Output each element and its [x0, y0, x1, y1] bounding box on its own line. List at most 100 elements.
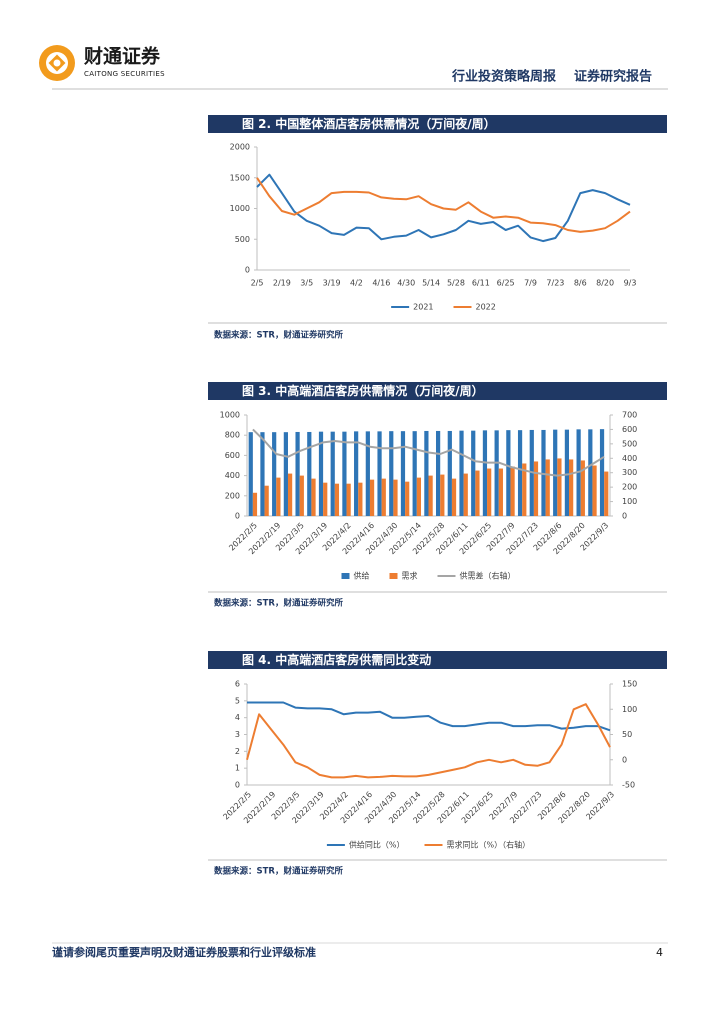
bar — [599, 429, 605, 516]
series-line — [246, 703, 611, 779]
company-name-en: CAITONG SECURITIES — [84, 70, 165, 78]
y2-tick-label: 700 — [622, 411, 637, 420]
bar — [522, 463, 527, 516]
bar — [365, 431, 370, 516]
bar — [471, 430, 476, 516]
figure-title: 图 2. 中国整体酒店客房供需情况（万间夜/周） — [242, 116, 496, 131]
bar — [400, 431, 406, 516]
bar — [295, 431, 300, 516]
bar — [260, 432, 265, 516]
bar — [416, 477, 422, 516]
y-tick-label: 4 — [235, 713, 240, 722]
y2-tick-label: 100 — [622, 497, 637, 506]
bar — [334, 483, 340, 516]
report-kind: 证券研究报告 — [574, 69, 652, 85]
y2-tick-label: 500 — [622, 439, 637, 448]
y2-tick-label: 0 — [622, 512, 627, 521]
y-tick-label: 5 — [235, 696, 240, 705]
bar — [412, 431, 417, 516]
bar — [393, 479, 398, 516]
figure-source: 数据来源：STR，财通证券研究所 — [214, 866, 343, 877]
figure-source: 数据来源：STR，财通证券研究所 — [214, 598, 343, 609]
x-tick-label: 3/5 — [300, 279, 313, 288]
company-name: 财通证券 — [84, 45, 161, 68]
bar — [510, 466, 515, 516]
x-tick-label: 4/16 — [372, 279, 390, 288]
y2-tick-label: 0 — [622, 755, 627, 764]
bar — [311, 478, 316, 516]
bar — [283, 432, 288, 516]
x-tick-label: 8/6 — [574, 279, 587, 288]
bar — [342, 431, 347, 516]
y2-tick-label: -50 — [622, 781, 635, 790]
figure-title: 图 3. 中高端酒店客房供需情况（万间夜/周） — [242, 383, 484, 398]
x-tick-label: 7/9 — [524, 279, 537, 288]
bar — [428, 475, 433, 516]
x-tick-label: 5/14 — [422, 279, 440, 288]
legend-label: 供给同比（%） — [349, 840, 405, 850]
bar — [517, 430, 523, 516]
bar — [588, 429, 593, 516]
y2-tick-label: 100 — [622, 705, 637, 714]
bar — [287, 473, 293, 516]
bar — [318, 431, 324, 516]
bar — [533, 461, 539, 516]
legend-swatch — [341, 573, 350, 579]
y-tick-label: 1500 — [230, 173, 250, 182]
bar — [389, 431, 394, 516]
y-tick-label: 200 — [225, 491, 240, 500]
x-tick-label: 2/19 — [273, 279, 291, 288]
bar — [358, 482, 363, 516]
y-tick-label: 600 — [225, 451, 240, 460]
bar — [475, 470, 480, 516]
y2-tick-label: 600 — [622, 425, 637, 434]
x-tick-label: 9/3 — [624, 279, 637, 288]
x-tick-label: 7/23 — [546, 279, 564, 288]
y-tick-label: 3 — [235, 730, 240, 739]
x-tick-label: 4/30 — [397, 279, 415, 288]
x-tick-label: 6/11 — [472, 279, 490, 288]
y-tick-label: 800 — [225, 431, 240, 440]
y-tick-label: 1000 — [220, 411, 240, 420]
bar — [463, 473, 468, 516]
bar — [307, 431, 312, 516]
bar — [252, 492, 258, 516]
bar — [545, 459, 550, 516]
bar — [459, 430, 464, 516]
logo — [39, 45, 75, 81]
y-tick-label: 6 — [235, 680, 240, 689]
bar — [557, 458, 562, 516]
series-line — [247, 701, 611, 732]
x-tick-label: 8/20 — [596, 279, 614, 288]
legend-label: 供需差（右轴） — [460, 571, 516, 581]
bar — [435, 430, 441, 516]
bar — [369, 479, 375, 516]
y-tick-label: 0 — [235, 781, 240, 790]
figure-title: 图 4. 中高端酒店客房供需同比变动 — [242, 652, 431, 667]
series-line — [256, 173, 631, 243]
legend-label: 2022 — [476, 303, 496, 312]
bar — [451, 478, 457, 516]
figure-title-bar — [208, 382, 667, 400]
footer-disclaimer: 谨请参阅尾页重要声明及财通证券股票和行业评级标准 — [52, 945, 316, 959]
bar — [299, 475, 304, 516]
y-tick-label: 500 — [235, 235, 250, 244]
legend-label: 需求 — [402, 571, 418, 581]
bar — [381, 478, 386, 516]
bar — [482, 430, 488, 516]
y-tick-label: 1 — [235, 764, 240, 773]
legend-swatch — [389, 573, 398, 579]
figure-title-bar — [208, 651, 667, 669]
x-tick-label: 6/25 — [497, 279, 515, 288]
x-tick-label: 4/2 — [350, 279, 363, 288]
y-tick-label: 0 — [235, 512, 240, 521]
bar — [440, 474, 445, 516]
legend-label: 需求同比（%）（右轴） — [447, 840, 531, 850]
bar — [569, 459, 574, 516]
bar — [506, 430, 511, 516]
figure-title-bar — [208, 115, 667, 133]
figure-source: 数据来源：STR，财通证券研究所 — [214, 330, 343, 341]
y2-tick-label: 200 — [622, 483, 637, 492]
y2-tick-label: 150 — [622, 680, 637, 689]
